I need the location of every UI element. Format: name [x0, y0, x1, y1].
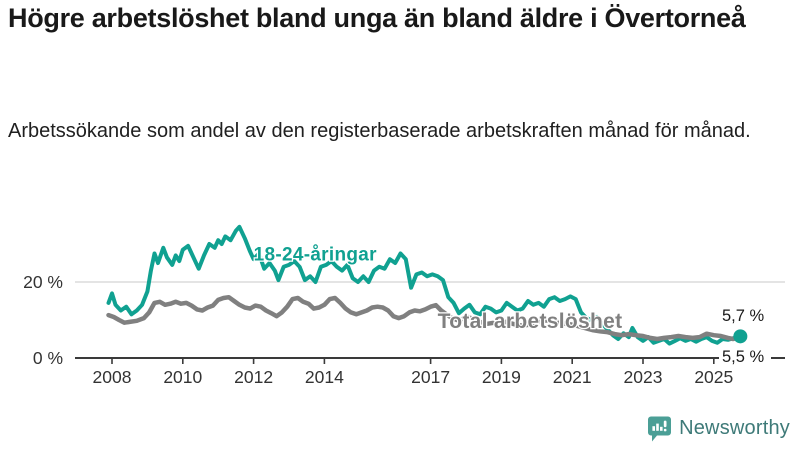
end-value-label-0: 5,7 %: [722, 307, 765, 325]
series-label-0: 18-24-åringar: [254, 245, 378, 266]
chart-title: Högre arbetslöshet bland unga än bland ä…: [8, 3, 746, 33]
x-tick-label: 2010: [163, 367, 202, 387]
chart-subtitle: Arbetssökande som andel av den registerb…: [8, 120, 751, 142]
x-tick-label: 2023: [624, 367, 663, 387]
y-tick-label: 0 %: [33, 348, 63, 368]
x-tick-label: 2012: [234, 367, 273, 387]
x-tick-label: 2019: [482, 367, 521, 387]
x-tick-label: 2017: [411, 367, 450, 387]
y-tick-label: 20 %: [23, 272, 63, 292]
series-end-dot: [733, 329, 748, 344]
series-line-0: [106, 224, 743, 346]
series-label-1: Total arbetslöshet: [438, 310, 623, 333]
newsworthy-bubble-chart-icon: [648, 416, 672, 441]
series-line-1: [106, 294, 743, 342]
x-tick-label: 2014: [305, 367, 344, 387]
x-tick-label: 2008: [93, 367, 132, 387]
newsworthy-logo: Newsworthy: [647, 413, 790, 443]
end-value-label-1: 5,5 %: [722, 348, 765, 366]
end-value-label-backing: [719, 347, 771, 364]
newsworthy-wordmark: Newsworthy: [679, 416, 790, 439]
x-tick-label: 2025: [694, 367, 733, 387]
x-tick-label: 2021: [553, 367, 592, 387]
